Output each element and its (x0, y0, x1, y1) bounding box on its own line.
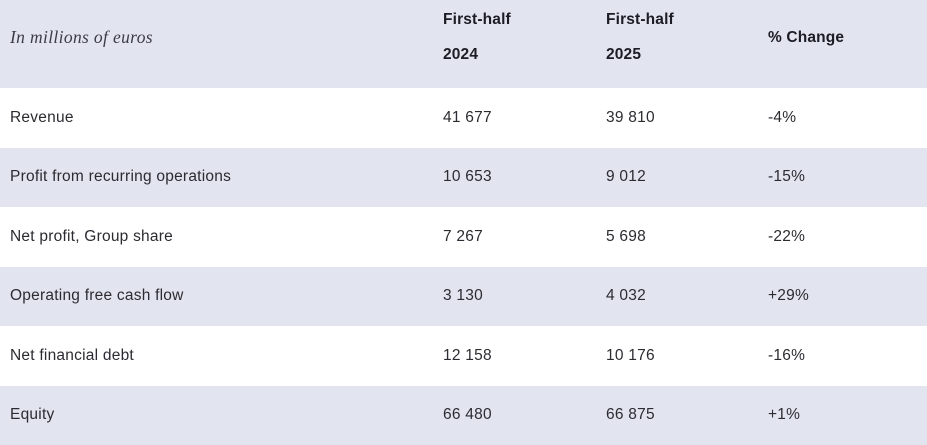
column-header-percent-change: % Change (768, 0, 927, 88)
row-label: Operating free cash flow (10, 287, 184, 305)
row-label: Profit from recurring operations (10, 168, 232, 186)
value-2024: 3 130 (443, 287, 483, 305)
table-row: Operating free cash flow 3 130 4 032 +29… (0, 266, 927, 326)
row-label: Net profit, Group share (10, 227, 174, 245)
value-change: +1% (768, 406, 801, 424)
value-2024: 7 267 (443, 227, 483, 245)
value-2025: 4 032 (606, 287, 646, 305)
value-change: +29% (768, 287, 810, 305)
unit-label: In millions of euros (10, 27, 153, 47)
value-2025: 10 176 (606, 346, 655, 364)
value-2024: 12 158 (443, 346, 492, 364)
value-2024: 41 677 (443, 108, 492, 126)
column-header-first-half-2024: First-half 2024 (443, 0, 606, 88)
table-header-row: In millions of euros First-half 2024 Fir… (0, 0, 927, 88)
unit-label-cell: In millions of euros (0, 0, 443, 88)
column-header-label: % Change (768, 28, 845, 46)
row-label: Revenue (10, 108, 74, 126)
value-2024: 10 653 (443, 168, 492, 186)
table-row: Net financial debt 12 158 10 176 -16% (0, 326, 927, 386)
table-row: Profit from recurring operations 10 653 … (0, 147, 927, 207)
table-row: Revenue 41 677 39 810 -4% (0, 88, 927, 148)
value-2025: 66 875 (606, 406, 655, 424)
value-2024: 66 480 (443, 406, 492, 424)
column-header-line2: 2024 (443, 46, 479, 63)
value-change: -15% (768, 168, 806, 186)
value-change: -16% (768, 346, 806, 364)
value-2025: 5 698 (606, 227, 646, 245)
column-header-line1: First-half (606, 11, 674, 28)
value-change: -4% (768, 108, 797, 126)
value-change: -22% (768, 227, 806, 245)
table-row: Equity 66 480 66 875 +1% (0, 385, 927, 445)
column-header-line2: 2025 (606, 46, 642, 63)
row-label: Equity (10, 406, 55, 424)
table-row: Net profit, Group share 7 267 5 698 -22% (0, 207, 927, 267)
row-label: Net financial debt (10, 346, 134, 364)
value-2025: 39 810 (606, 108, 655, 126)
value-2025: 9 012 (606, 168, 646, 186)
column-header-first-half-2025: First-half 2025 (606, 0, 768, 88)
column-header-line1: First-half (443, 11, 511, 28)
